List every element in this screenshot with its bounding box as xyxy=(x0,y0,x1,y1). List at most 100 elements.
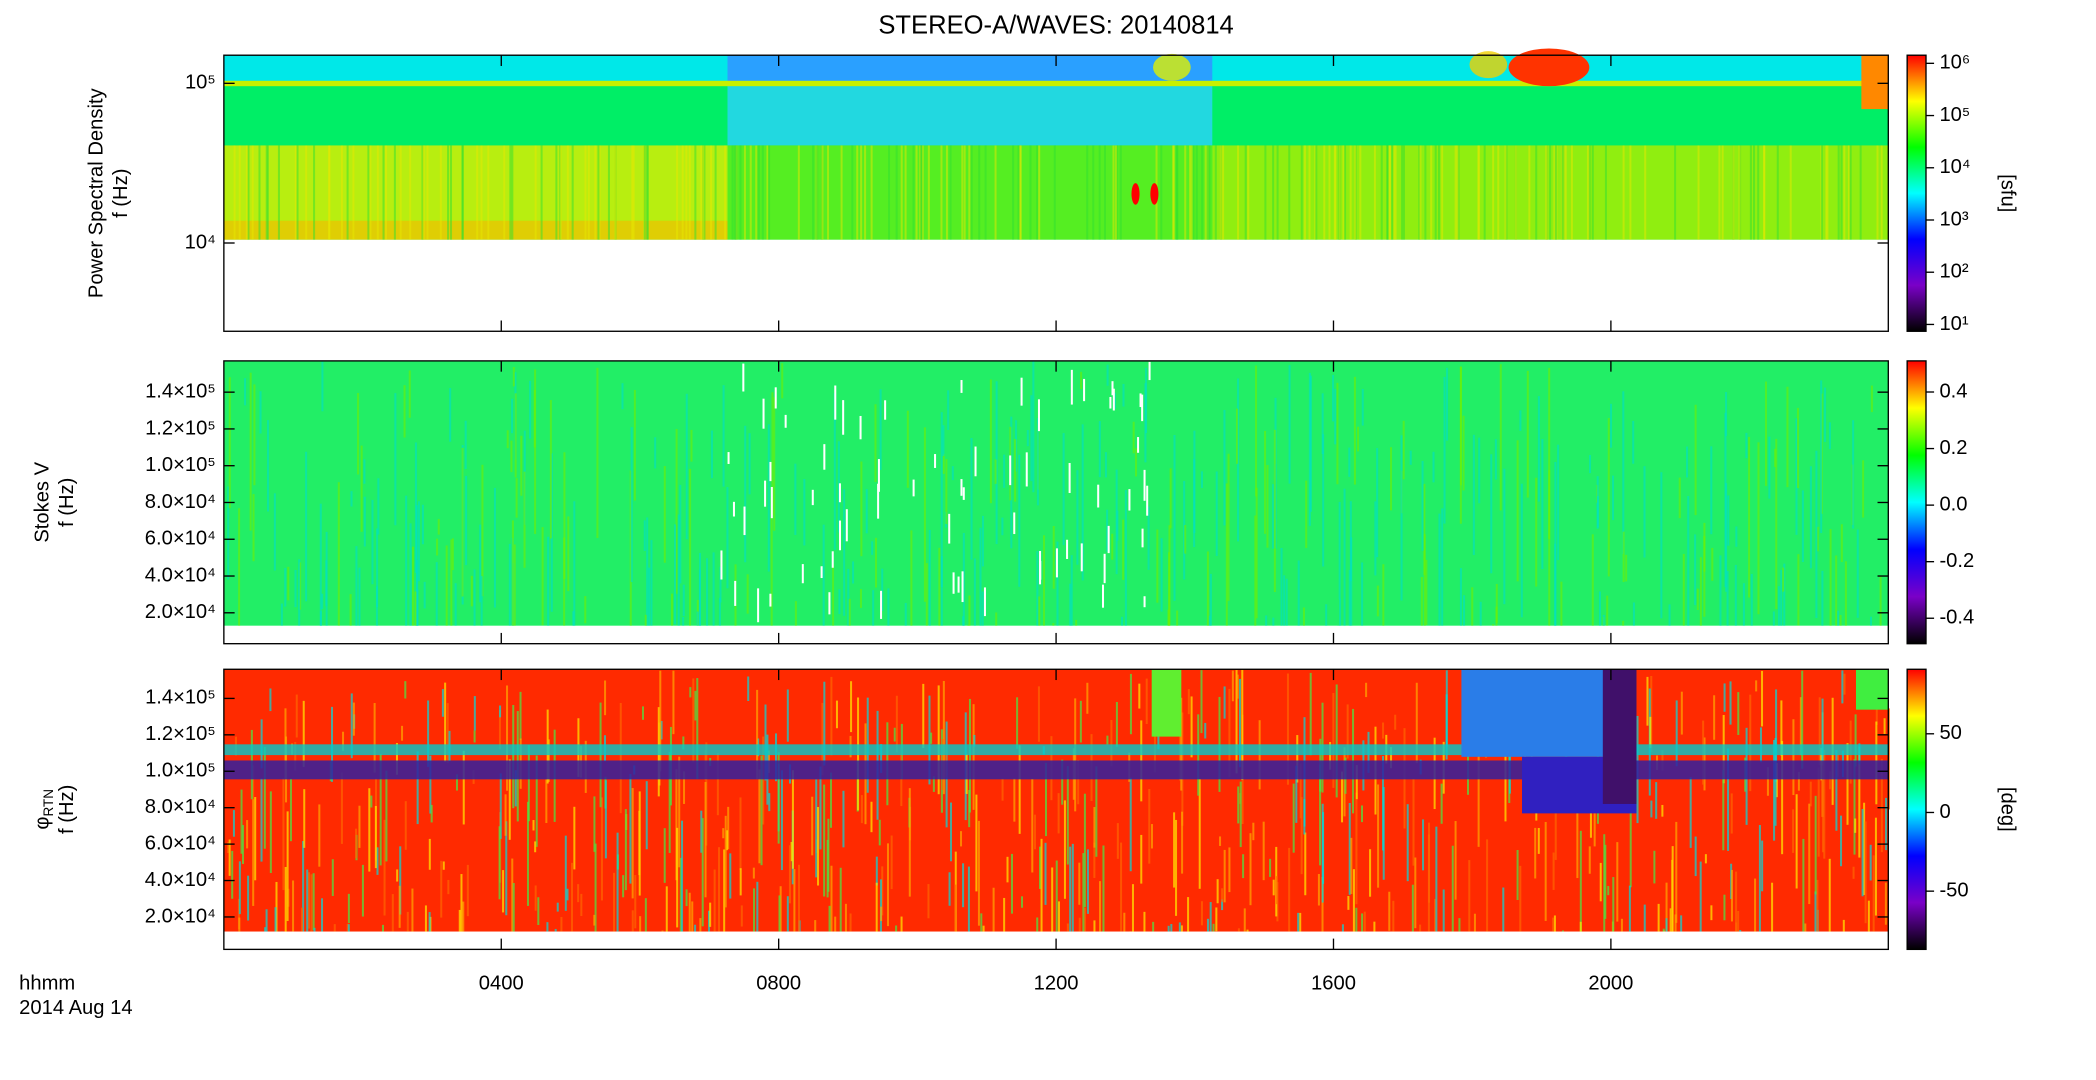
spectrogram-texture xyxy=(1141,394,1144,422)
spectrogram-texture xyxy=(547,536,550,626)
spectrogram-texture xyxy=(479,524,482,603)
spectrogram-texture xyxy=(677,514,680,626)
spectrogram-texture xyxy=(1339,598,1342,626)
spectrogram-texture xyxy=(1599,862,1602,902)
spectrogram-texture xyxy=(421,145,424,240)
spectrogram-texture xyxy=(1376,448,1379,558)
spectrogram-texture xyxy=(1236,408,1239,464)
spectrogram-texture xyxy=(829,772,833,828)
spectrogram-texture xyxy=(1783,563,1786,626)
spectrogram-texture xyxy=(784,414,787,428)
spectrogram-texture xyxy=(444,682,447,762)
spectrogram-texture xyxy=(746,574,749,614)
spectrogram-texture xyxy=(302,700,305,767)
spectrogram-texture xyxy=(832,564,835,626)
spectrogram-texture xyxy=(1786,386,1789,488)
colorbar-tick-label: 10⁵ xyxy=(1939,104,1970,126)
spectrogram-texture xyxy=(1146,485,1149,516)
spectrogram-texture xyxy=(877,459,880,492)
spectrogram-texture xyxy=(910,530,913,626)
y-axis-label-text: Stokes V xyxy=(32,461,54,542)
spectrogram-texture xyxy=(874,404,877,482)
spectrogram-texture xyxy=(1173,434,1176,601)
spectrogram-texture xyxy=(995,381,998,545)
spectrogram-texture xyxy=(1369,849,1372,897)
colorbar-tick-label: 0.0 xyxy=(1939,493,1967,515)
spectrogram-texture xyxy=(1388,891,1391,931)
spectrogram-texture xyxy=(450,145,453,240)
spectrogram-texture xyxy=(1132,421,1135,454)
spectrogram-texture xyxy=(1643,904,1646,932)
spectrogram-texture xyxy=(816,145,819,240)
spectrogram-texture xyxy=(1236,674,1239,699)
spectrogram-texture xyxy=(1055,548,1058,578)
y-axis-label: φRTN xyxy=(32,789,56,829)
spectrogram-texture xyxy=(614,145,617,240)
spectrogram-texture xyxy=(1264,430,1267,534)
spectrogram-texture xyxy=(661,930,664,932)
spectrogram-texture xyxy=(1315,145,1318,240)
spectrogram-texture xyxy=(1068,462,1071,493)
spectrogram-texture xyxy=(1036,550,1039,626)
spectrogram-texture xyxy=(1241,669,1244,780)
spectrogram-texture xyxy=(942,454,945,474)
spectrogram-texture xyxy=(1660,472,1663,619)
spectrogram-texture xyxy=(872,590,875,626)
spectrogram-texture xyxy=(982,925,985,932)
spectrogram-texture xyxy=(349,594,352,626)
spectrogram-texture xyxy=(744,425,747,563)
spectrogram-texture xyxy=(593,796,596,852)
spectrogram-texture xyxy=(1771,882,1774,932)
spectrogram-texture xyxy=(1262,821,1265,881)
spectrogram-texture xyxy=(1243,908,1246,932)
spectrogram-texture xyxy=(629,774,632,884)
spectrogram-texture xyxy=(1247,145,1250,240)
spectrogram-texture xyxy=(1052,526,1055,589)
spectrogram-texture xyxy=(506,685,509,791)
spectrogram-texture xyxy=(1801,670,1804,769)
spectrogram-texture xyxy=(980,913,983,932)
spectrogram-texture xyxy=(1423,534,1426,626)
spectrogram-texture xyxy=(228,377,231,509)
spectrogram-texture xyxy=(942,680,945,795)
spectrogram-texture xyxy=(1732,145,1735,240)
spectrogram-texture xyxy=(1012,145,1015,240)
spectrogram-texture xyxy=(1434,898,1437,932)
spectrogram-texture xyxy=(733,145,736,240)
spectrogram-texture xyxy=(1799,697,1802,756)
spectrogram-texture xyxy=(1713,695,1716,740)
spectrogram-texture xyxy=(755,145,758,240)
spectrogram-texture xyxy=(1737,910,1740,932)
spectrogram-texture xyxy=(245,145,248,240)
spectrogram-texture xyxy=(1018,745,1021,834)
spectrogram-texture xyxy=(1797,554,1800,626)
spectrogram-texture xyxy=(1763,145,1766,240)
spectrogram-texture xyxy=(560,916,563,932)
spectrogram-texture xyxy=(1665,918,1668,932)
colorbar xyxy=(1906,668,1927,951)
spectrogram-texture xyxy=(1062,433,1065,546)
spectrogram-texture xyxy=(1443,376,1446,524)
spectrogram-texture xyxy=(1147,506,1150,570)
spectrogram-texture xyxy=(1097,484,1100,508)
spectrogram-texture xyxy=(962,863,965,908)
spectrogram-texture xyxy=(1748,437,1751,598)
spectrogram-texture xyxy=(1018,454,1021,587)
spectrogram-texture xyxy=(710,430,713,479)
spectrogram-texture xyxy=(1643,466,1646,558)
spectrogram-texture xyxy=(1037,399,1040,432)
spectrogram-texture xyxy=(395,743,398,775)
spectrogram-texture xyxy=(1561,930,1564,932)
spectrogram-texture xyxy=(1854,714,1857,767)
spectrogram-texture xyxy=(975,794,978,892)
spectrogram-texture xyxy=(678,756,681,868)
spectrogram-texture xyxy=(1317,874,1320,906)
spectrogram-texture xyxy=(793,869,796,932)
spectrogram-texture xyxy=(1148,788,1151,864)
spectrogram-texture xyxy=(714,145,717,240)
spectrogram-texture xyxy=(757,588,760,623)
spectrogram-texture xyxy=(694,145,697,240)
spectrogram-texture xyxy=(1141,528,1144,548)
spectrogram-texture xyxy=(1409,450,1412,465)
